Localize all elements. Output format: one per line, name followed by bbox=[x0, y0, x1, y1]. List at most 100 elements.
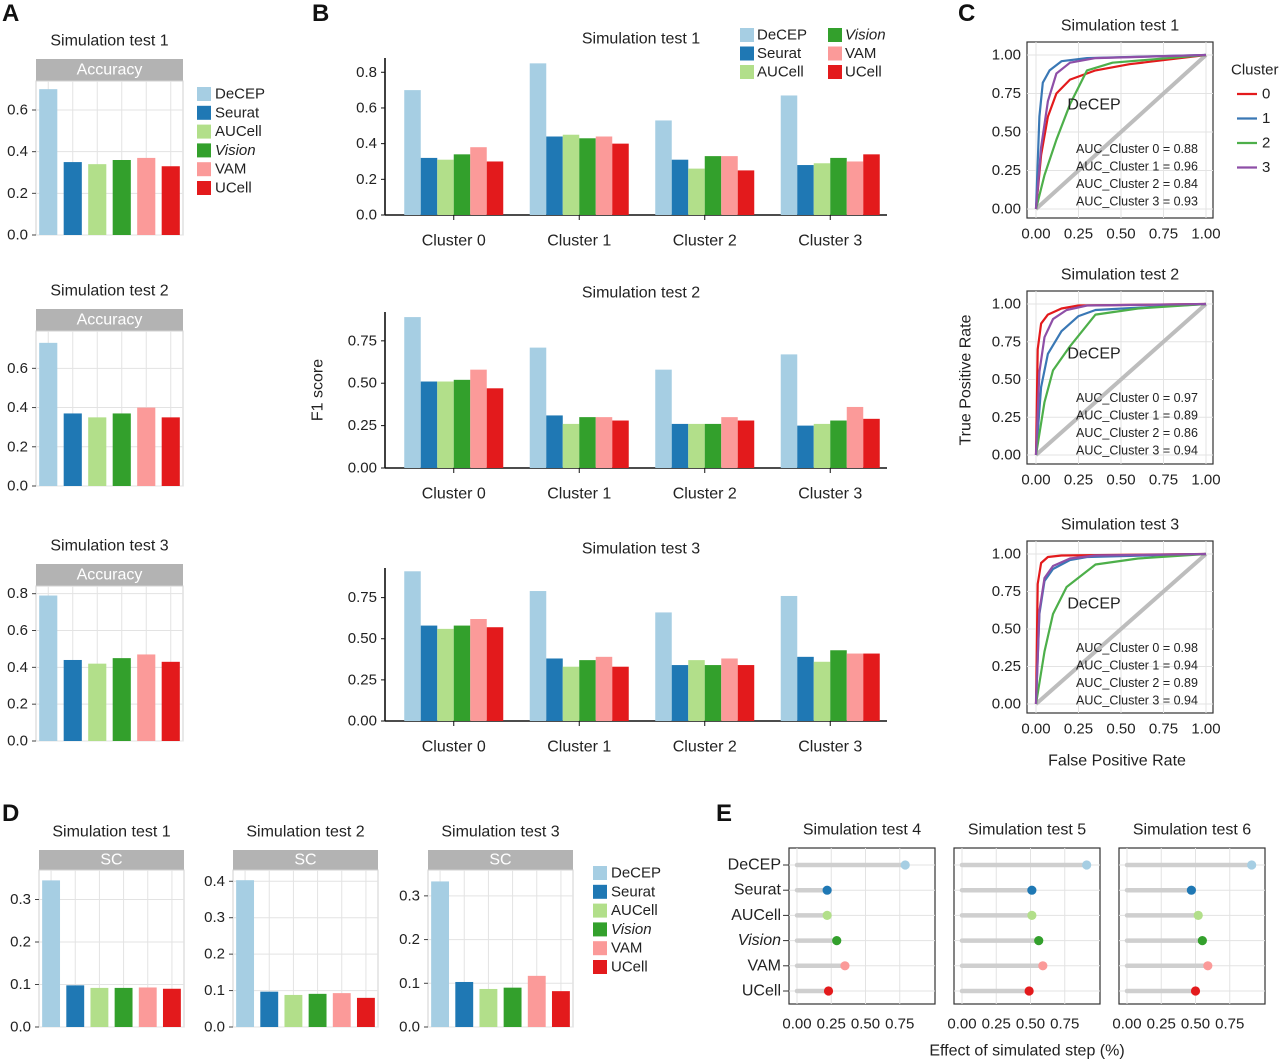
b-ytick-3-3: 0.75 bbox=[348, 589, 377, 606]
d-ytick-1-0: 0.0 bbox=[10, 1019, 31, 1036]
e-dot-1-vam bbox=[840, 961, 850, 971]
c-xlabel: False Positive Rate bbox=[1048, 753, 1186, 770]
e-ylabel-decep: DeCEP bbox=[728, 857, 781, 874]
b-legend-label-seurat: Seurat bbox=[757, 45, 802, 62]
d-legend-key-ucell bbox=[593, 960, 607, 974]
d-ytick-1-2: 0.2 bbox=[10, 934, 31, 951]
d-legend-key-seurat bbox=[593, 884, 607, 899]
d-ytick-3-1: 0.1 bbox=[399, 975, 420, 992]
b-bar-2-cluster0-aucell bbox=[437, 381, 454, 468]
b-bar-1-cluster1-ucell bbox=[612, 143, 629, 215]
b-bar-1-cluster0-vam bbox=[470, 147, 487, 215]
e-dot-1-decep bbox=[900, 860, 910, 870]
b-xtick-3-3: Cluster 3 bbox=[798, 739, 862, 756]
b-bar-3-cluster0-vision bbox=[453, 625, 471, 721]
d-legend-key-decep bbox=[593, 866, 607, 880]
e-dot-3-seurat bbox=[1186, 885, 1196, 895]
b-ytick-1-0: 0.0 bbox=[356, 207, 377, 224]
a-ytick-2-3: 0.6 bbox=[7, 360, 28, 377]
e-xtick-1-1: 0.25 bbox=[817, 1016, 846, 1033]
b-bar-2-cluster0-vision bbox=[453, 379, 471, 468]
a-title-1: Simulation test 1 bbox=[50, 33, 168, 50]
a-legend-label-ucell: UCell bbox=[215, 180, 252, 197]
b-bar-3-cluster1-aucell bbox=[562, 666, 580, 721]
a-legend-key-ucell bbox=[197, 181, 211, 195]
a-legend-label-vam: VAM bbox=[215, 161, 246, 178]
b-bar-3-cluster1-vision bbox=[579, 660, 596, 721]
b-xtick-1-3: Cluster 3 bbox=[798, 233, 862, 250]
a-legend-label-aucell: AUCell bbox=[215, 123, 262, 140]
d-ytick-3-0: 0.0 bbox=[399, 1019, 420, 1036]
a-bar-1-vam bbox=[137, 157, 156, 235]
b-legend-label-ucell: UCell bbox=[845, 64, 882, 81]
b-xtick-1-1: Cluster 1 bbox=[547, 233, 611, 250]
b-xtick-2-0: Cluster 0 bbox=[422, 486, 486, 503]
d-ytick-2-0: 0.0 bbox=[204, 1019, 225, 1036]
d-ytick-2-2: 0.2 bbox=[204, 946, 225, 963]
a-title-3: Simulation test 3 bbox=[50, 538, 168, 555]
c-xtick-2-4: 1.00 bbox=[1191, 472, 1220, 489]
b-bar-3-cluster2-vision bbox=[704, 665, 722, 721]
e-dot-2-decep bbox=[1082, 860, 1092, 870]
d-plot-bg-1 bbox=[38, 869, 185, 1028]
b-bar-1-cluster1-vision bbox=[579, 138, 596, 215]
b-bar-3-cluster1-decep bbox=[529, 591, 547, 721]
b-bar-1-cluster3-seurat bbox=[797, 165, 814, 215]
d-title-3: Simulation test 3 bbox=[441, 824, 559, 841]
c-auc-label-3-0: AUC_Cluster 0 = 0.98 bbox=[1076, 641, 1198, 655]
a-bar-3-ucell bbox=[161, 661, 180, 741]
e-xtick-2-3: 0.75 bbox=[1050, 1016, 1079, 1033]
e-xtick-2-1: 0.25 bbox=[982, 1016, 1011, 1033]
e-xtick-3-1: 0.25 bbox=[1147, 1016, 1176, 1033]
c-xtick-3-0: 0.00 bbox=[1021, 721, 1050, 738]
c-ytick-3-2: 0.50 bbox=[992, 621, 1021, 638]
c-xtick-3-2: 0.50 bbox=[1106, 721, 1135, 738]
b-bar-2-cluster1-decep bbox=[529, 347, 547, 468]
a-ytick-3-2: 0.4 bbox=[7, 659, 28, 676]
c-auc-label-2-1: AUC_Cluster 1 = 0.89 bbox=[1076, 409, 1198, 423]
d-bar-3-vam bbox=[527, 975, 546, 1027]
e-ylabel-vision: Vision bbox=[738, 932, 781, 949]
d-bar-3-ucell bbox=[551, 991, 570, 1027]
d-legend-label-decep: DeCEP bbox=[611, 865, 661, 882]
b-ytick-3-0: 0.00 bbox=[348, 713, 377, 730]
b-legend-label-vision: Vision bbox=[845, 27, 886, 44]
b-bar-2-cluster2-decep bbox=[655, 369, 672, 468]
a-bar-2-vam bbox=[137, 407, 156, 486]
a-ytick-3-1: 0.2 bbox=[7, 696, 28, 713]
b-bar-2-cluster3-ucell bbox=[863, 418, 880, 468]
d-strip-1 bbox=[39, 850, 184, 870]
b-bar-3-cluster3-seurat bbox=[797, 656, 814, 721]
d-plot-bg-3 bbox=[427, 869, 574, 1028]
c-ytick-2-0: 0.00 bbox=[992, 447, 1021, 464]
b-legend-key-decep bbox=[740, 28, 754, 42]
a-ytick-3-0: 0.0 bbox=[7, 733, 28, 750]
c-ytick-1-0: 0.00 bbox=[992, 201, 1021, 218]
b-bar-2-cluster0-decep bbox=[404, 317, 421, 468]
a-strip-label-3: Accuracy bbox=[77, 567, 143, 584]
c-ytick-2-2: 0.50 bbox=[992, 371, 1021, 388]
c-legend-label-2: 2 bbox=[1262, 135, 1270, 152]
e-xtick-3-2: 0.50 bbox=[1181, 1016, 1210, 1033]
d-legend-label-vision: Vision bbox=[611, 921, 652, 938]
d-bar-1-vision bbox=[114, 987, 133, 1027]
a-bar-3-decep bbox=[39, 595, 58, 741]
b-bar-1-cluster1-vam bbox=[595, 136, 613, 215]
c-ytick-1-4: 1.00 bbox=[992, 47, 1021, 64]
b-bar-3-cluster3-vision bbox=[830, 650, 847, 721]
a-legend-label-decep: DeCEP bbox=[215, 86, 265, 103]
a-legend-key-decep bbox=[197, 87, 211, 101]
e-plot-frame-2 bbox=[953, 847, 1101, 1005]
d-bar-2-vam bbox=[332, 993, 351, 1027]
d-ytick-3-3: 0.3 bbox=[399, 887, 420, 904]
b-bar-1-cluster2-aucell bbox=[688, 168, 705, 215]
d-plot-bg-2 bbox=[232, 869, 379, 1028]
d-ytick-2-4: 0.4 bbox=[204, 873, 225, 890]
a-bar-1-seurat bbox=[63, 162, 82, 235]
c-xtick-2-1: 0.25 bbox=[1064, 472, 1093, 489]
c-xtick-1-3: 0.75 bbox=[1149, 226, 1178, 243]
b-ytick-3-1: 0.25 bbox=[348, 671, 377, 688]
c-ytick-1-1: 0.25 bbox=[992, 162, 1021, 179]
d-strip-label-1: SC bbox=[100, 852, 122, 869]
c-xtick-1-4: 1.00 bbox=[1191, 226, 1220, 243]
